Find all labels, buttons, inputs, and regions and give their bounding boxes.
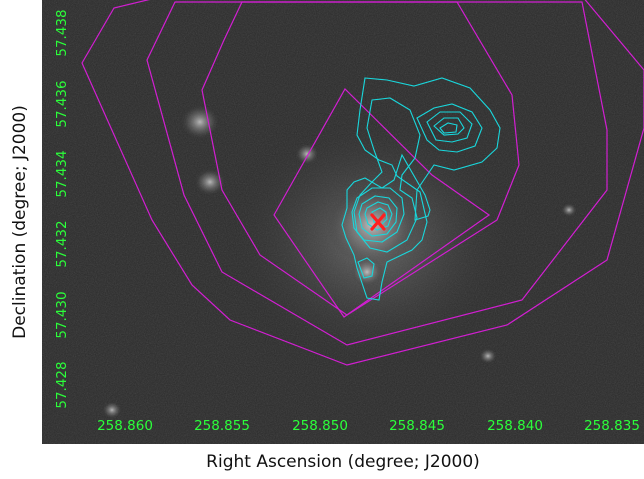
y-tick-label: 57.436 <box>54 80 70 128</box>
x-tick-label: 258.855 <box>194 418 250 434</box>
sky-image-svg <box>42 0 644 444</box>
radio-contour <box>353 97 421 253</box>
radio-contour <box>426 111 473 143</box>
y-tick-label: 57.438 <box>54 9 70 57</box>
xray-contour <box>201 1 520 316</box>
star-source <box>102 401 122 419</box>
radio-contour <box>364 201 393 231</box>
radio-contour <box>371 207 388 226</box>
y-axis-label: Declination (degree; J2000) <box>10 105 30 339</box>
x-tick-label: 258.835 <box>584 418 640 434</box>
y-tick-label: 57.434 <box>54 150 70 198</box>
x-tick-label: 258.845 <box>389 418 445 434</box>
sky-image-panel: 258.860 258.855 258.850 258.845 258.840 … <box>42 0 644 444</box>
xray-contours <box>81 0 644 366</box>
radio-contour <box>357 257 375 279</box>
x-tick-label: 258.840 <box>487 418 543 434</box>
radio-contour <box>341 77 501 301</box>
star-source <box>180 104 220 140</box>
star-source <box>194 168 226 196</box>
radio-contours <box>341 77 501 301</box>
x-axis-label: Right Ascension (degree; J2000) <box>206 452 480 472</box>
y-axis-label-container: Declination (degree; J2000) <box>0 0 40 444</box>
x-tick-label: 258.860 <box>97 418 153 434</box>
xray-contour <box>81 0 644 366</box>
radio-contour <box>439 122 458 134</box>
star-source <box>479 348 497 364</box>
y-tick-label: 57.430 <box>54 291 70 339</box>
radio-contour <box>433 117 465 136</box>
x-tick-label: 258.850 <box>292 418 348 434</box>
radio-contour <box>351 187 405 243</box>
xray-contour <box>273 88 491 318</box>
radio-contour <box>416 103 483 153</box>
star-source <box>561 203 577 217</box>
y-tick-label: 57.432 <box>54 220 70 268</box>
star-source <box>295 143 319 165</box>
galaxy-core <box>327 185 417 265</box>
radio-contour <box>358 195 398 237</box>
y-tick-label: 57.428 <box>54 361 70 409</box>
x-marker-icon <box>370 213 386 231</box>
